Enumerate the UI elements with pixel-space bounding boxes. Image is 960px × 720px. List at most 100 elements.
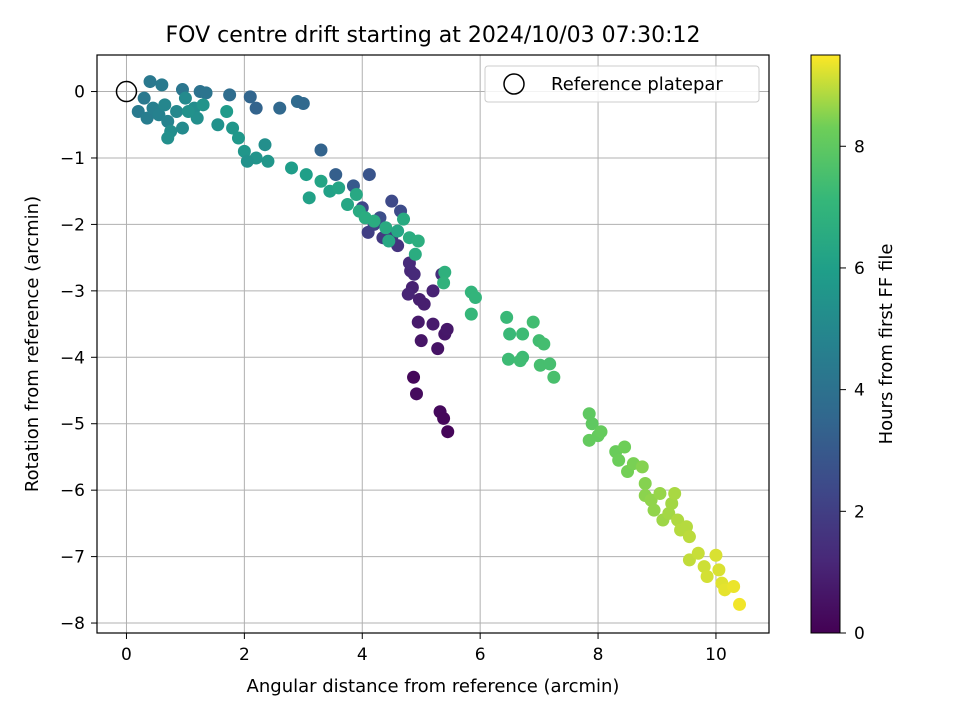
data-point [407, 370, 421, 384]
data-point [401, 287, 415, 301]
data-point [362, 168, 376, 182]
data-point [662, 506, 676, 520]
data-point [412, 292, 426, 306]
legend-box [484, 65, 760, 103]
data-point [582, 407, 596, 421]
x-axis-ticks: 0 2 4 6 8 10 [121, 633, 727, 665]
colorbar-ticks: 0 2 4 6 8 [840, 137, 865, 644]
data-point [537, 337, 551, 351]
colorbar-tick-label: 4 [854, 381, 865, 401]
data-point [468, 290, 482, 304]
data-point [709, 548, 723, 562]
colorbar-gradient [810, 54, 841, 634]
data-point [158, 98, 172, 112]
data-point [226, 121, 240, 135]
data-point [181, 104, 195, 118]
data-point [438, 265, 452, 279]
data-point [329, 168, 343, 182]
data-point [440, 322, 454, 336]
colorbar-tick-label: 8 [854, 137, 865, 157]
data-point [437, 276, 451, 290]
data-point [501, 352, 515, 366]
data-point [220, 104, 234, 118]
y-tick-label: −1 [60, 149, 85, 169]
data-point [175, 121, 189, 135]
data-point [155, 78, 169, 92]
data-point [302, 191, 316, 205]
data-point [170, 104, 184, 118]
data-point [431, 342, 445, 356]
data-point [211, 118, 225, 132]
y-tick-label: −3 [60, 282, 85, 302]
y-tick-label: −8 [60, 614, 85, 634]
data-points [131, 75, 747, 611]
y-axis-label: Rotation from reference (arcmin) [22, 196, 43, 492]
y-axis-ticks: 0 −1 −2 −3 −4 −5 −6 −7 −8 [60, 83, 97, 634]
data-point [243, 90, 257, 104]
y-tick-label: −2 [60, 215, 85, 235]
data-point [249, 101, 263, 115]
data-point [653, 486, 667, 500]
data-point [199, 86, 213, 100]
data-point [426, 284, 440, 298]
data-point [261, 154, 275, 168]
data-point [503, 327, 517, 341]
data-point [143, 75, 157, 89]
data-point [285, 161, 299, 175]
y-tick-label: 0 [74, 83, 85, 103]
data-point [437, 411, 451, 425]
data-point [526, 315, 540, 329]
data-point [409, 387, 423, 401]
data-point [712, 563, 726, 577]
x-tick-label: 2 [239, 645, 250, 665]
y-tick-label: −4 [60, 348, 85, 368]
data-point [679, 520, 693, 534]
data-point [682, 530, 696, 544]
data-point [367, 214, 381, 228]
data-point [178, 91, 192, 105]
x-tick-label: 10 [705, 645, 727, 665]
data-point [644, 493, 658, 507]
data-point [682, 553, 696, 567]
colorbar-tick-label: 6 [854, 259, 865, 279]
data-point [700, 570, 714, 584]
data-point [441, 425, 455, 439]
data-point [349, 188, 363, 202]
x-tick-label: 4 [357, 645, 368, 665]
data-point [341, 197, 355, 211]
data-point [408, 247, 422, 261]
colorbar: 0 2 4 6 8 Hours from first FF file [810, 54, 897, 644]
data-point [697, 560, 711, 574]
data-point [258, 138, 272, 152]
data-point [464, 307, 478, 321]
data-point [314, 174, 328, 188]
data-point [407, 267, 421, 281]
data-point [665, 496, 679, 510]
data-point [513, 354, 527, 368]
data-point [691, 546, 705, 560]
data-point [414, 334, 428, 348]
data-point [618, 440, 632, 454]
data-point [733, 597, 747, 611]
colorbar-label: Hours from first FF file [876, 244, 897, 445]
data-point [727, 579, 741, 593]
data-point [411, 315, 425, 329]
data-point [426, 317, 440, 331]
x-tick-label: 0 [121, 645, 132, 665]
data-point [137, 91, 151, 105]
chart-title: FOV centre drift starting at 2024/10/03 … [166, 23, 701, 48]
data-point [500, 310, 514, 324]
data-point [382, 234, 396, 248]
data-point [391, 224, 405, 238]
data-point [190, 111, 204, 125]
data-point [385, 194, 399, 208]
data-point [196, 98, 210, 112]
data-point [161, 131, 175, 145]
data-point [635, 460, 649, 474]
data-point [647, 503, 661, 517]
data-point [296, 96, 310, 110]
data-point [161, 114, 175, 128]
data-point [223, 88, 237, 102]
data-point [140, 111, 154, 125]
